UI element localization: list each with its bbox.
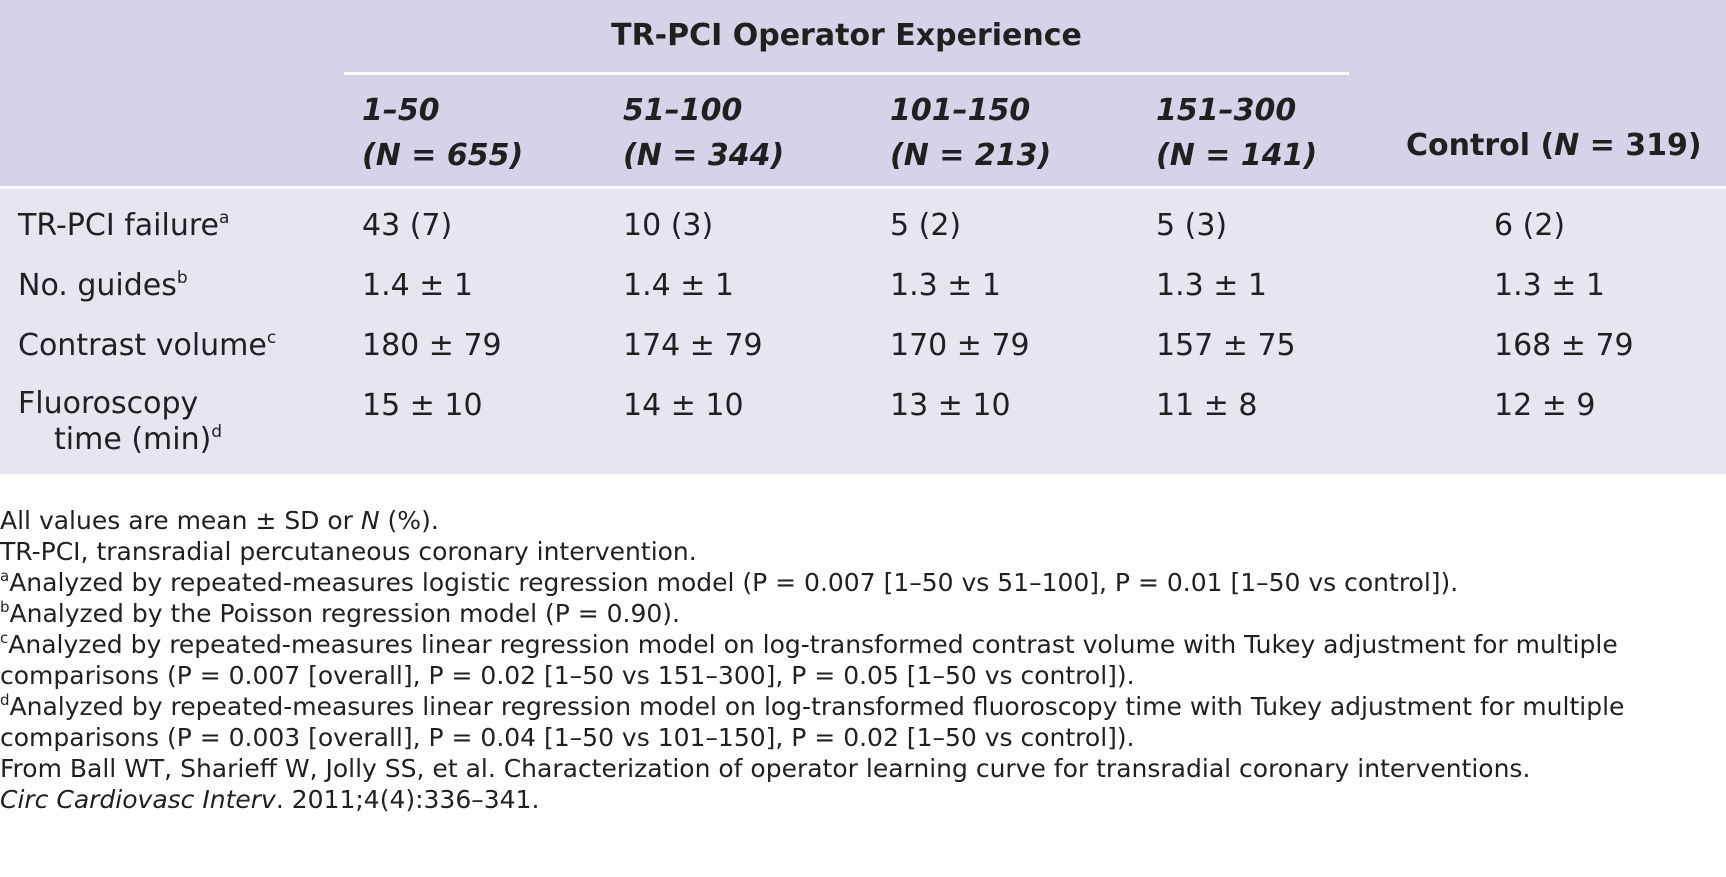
table-header-background xyxy=(0,0,1726,188)
table-cell: 5 (2) xyxy=(890,208,962,243)
column-header: 51–100 (N = 344) xyxy=(623,93,785,173)
table-cell: 174 ± 79 xyxy=(623,328,763,363)
footnote-a: aAnalyzed by repeated-measures logistic … xyxy=(0,567,1459,597)
row-label: TR-PCI failurea xyxy=(18,208,230,243)
footnote-d: dAnalyzed by repeated-measures linear re… xyxy=(0,691,1625,721)
source-citation: From Ball WT, Sharieff W, Jolly SS, et a… xyxy=(0,754,1531,783)
table-body-background xyxy=(0,188,1726,474)
footnote-values: All values are mean ± SD or N (%). xyxy=(0,506,439,535)
table-cell: 11 ± 8 xyxy=(1156,388,1258,423)
column-header: 151–300 (N = 141) xyxy=(1156,93,1318,173)
footnote-c: cAnalyzed by repeated-measures linear re… xyxy=(0,629,1618,659)
column-header: 101–150 (N = 213) xyxy=(890,93,1052,173)
table-cell: 180 ± 79 xyxy=(362,328,502,363)
header-separator xyxy=(0,186,1726,189)
footnote-d-continued: comparisons (P = 0.003 [overall], P = 0.… xyxy=(0,723,1135,752)
table-cell: 43 (7) xyxy=(362,208,453,243)
table-cell: 1.3 ± 1 xyxy=(890,268,1002,303)
table-cell: 12 ± 9 xyxy=(1494,388,1596,423)
footnote-abbreviation: TR-PCI, transradial percutaneous coronar… xyxy=(0,537,697,566)
table-footnotes: All values are mean ± SD or N (%). TR-PC… xyxy=(0,505,1720,815)
row-label: No. guidesb xyxy=(18,268,188,303)
table-cell: 10 (3) xyxy=(623,208,714,243)
group-header-rule xyxy=(344,72,1349,75)
source-citation-continued: Circ Cardiovasc Interv. 2011;4(4):336–34… xyxy=(0,785,540,814)
control-column-header: Control (N = 319) xyxy=(1406,128,1702,163)
column-header: 1–50 (N = 655) xyxy=(362,93,524,173)
table-cell: 6 (2) xyxy=(1494,208,1566,243)
table-cell: 1.4 ± 1 xyxy=(362,268,474,303)
table-cell: 1.3 ± 1 xyxy=(1494,268,1606,303)
table-cell: 15 ± 10 xyxy=(362,388,483,423)
footnote-c-continued: comparisons (P = 0.007 [overall], P = 0.… xyxy=(0,661,1135,690)
table-cell: 170 ± 79 xyxy=(890,328,1030,363)
table-cell: 157 ± 75 xyxy=(1156,328,1296,363)
table-cell: 1.4 ± 1 xyxy=(623,268,735,303)
footnote-b: bAnalyzed by the Poisson regression mode… xyxy=(0,598,681,628)
row-label: Contrast volumec xyxy=(18,328,277,363)
row-label: Fluoroscopy time (min)d xyxy=(18,386,223,457)
table-cell: 5 (3) xyxy=(1156,208,1228,243)
table-cell: 14 ± 10 xyxy=(623,388,744,423)
table-cell: 168 ± 79 xyxy=(1494,328,1634,363)
group-header: TR-PCI Operator Experience xyxy=(611,18,1082,53)
table-cell: 1.3 ± 1 xyxy=(1156,268,1268,303)
table-cell: 13 ± 10 xyxy=(890,388,1011,423)
